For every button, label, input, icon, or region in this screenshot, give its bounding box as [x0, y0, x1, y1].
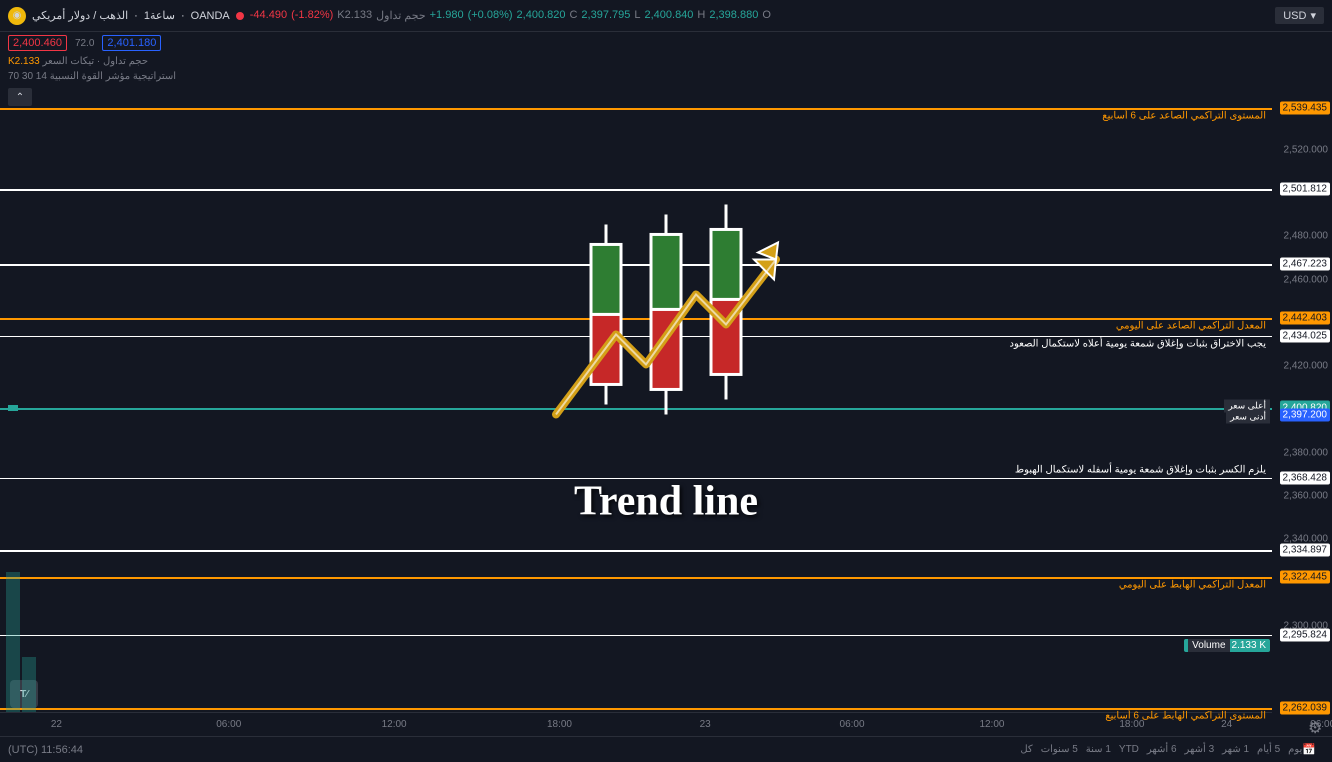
y-axis-label: 2,368.428 — [1280, 471, 1331, 484]
x-axis-label: 23 — [700, 719, 711, 730]
vol-label: حجم تداول — [376, 9, 425, 22]
y-axis-label: 2,397.200 — [1280, 409, 1331, 422]
change-pct: (+0.08%) — [468, 9, 513, 22]
ohlc-display: -44.490 (-1.82%) K2.133 حجم تداول +1.980… — [250, 9, 771, 22]
chevron-down-icon: ▾ — [1310, 9, 1316, 22]
close-val: 2,400.820 — [517, 9, 566, 22]
bottom-bar: (UTC) 11:56:44 يوم 5 أيام 1 شهر 3 أشهر 6 أشه… — [0, 736, 1332, 762]
indicator-rsi[interactable]: 70 30 14 استراتيجية مؤشر القوة النسبية — [0, 69, 1332, 84]
calendar-icon[interactable]: 📅 — [1302, 743, 1316, 756]
y-axis-label: 2,460.000 — [1284, 274, 1329, 285]
provider: OANDA — [191, 10, 230, 22]
line-label: المستوى التراكمي الهابط على 6 أسابيع — [1101, 710, 1270, 721]
y-axis-label: 2,480.000 — [1284, 231, 1329, 242]
timeframe-button[interactable]: 5 سنوات — [1041, 744, 1078, 755]
timeframe-button[interactable]: 5 أيام — [1257, 744, 1280, 755]
dot-sep2: · — [181, 10, 185, 22]
y-axis-label: 2,360.000 — [1284, 490, 1329, 501]
line-label: المستوى التراكمي الصاعد على 6 أسابيع — [1098, 111, 1270, 122]
horizontal-line[interactable] — [0, 577, 1272, 579]
line-label: يلزم الكسر بثبات وإغلاق شمعة يومية أسفله… — [1011, 464, 1270, 475]
vol-val: K2.133 — [337, 9, 372, 22]
timeframe-button[interactable]: YTD — [1119, 744, 1139, 755]
ask-price[interactable]: 2,401.180 — [102, 35, 161, 51]
symbol-icon[interactable]: ◉ — [8, 7, 26, 25]
symbol-name[interactable]: الذهب / دولار أمريكي — [32, 9, 128, 22]
horizontal-line[interactable] — [0, 635, 1272, 637]
x-axis-label: 18:00 — [547, 719, 572, 730]
x-axis[interactable]: 2206:0012:0018:002306:0012:0018:002406:0… — [0, 712, 1272, 736]
line-label: المعدل التراكمي الهابط على اليومي — [1115, 580, 1270, 591]
watermark-logo: Trend line — [536, 204, 796, 525]
mid-value: 72.0 — [75, 38, 94, 49]
timeframe-button[interactable]: 1 شهر — [1222, 744, 1249, 755]
logo-text: Trend line — [536, 477, 796, 525]
top-bar: ◉ الذهب / دولار أمريكي · 1ساعة · OANDA -… — [0, 0, 1332, 32]
open-val: 2,398.880 — [709, 9, 758, 22]
timeframe-buttons: يوم 5 أيام 1 شهر 3 أشهر 6 أشهر YTD 1 سنة 5 سنوا… — [1020, 744, 1302, 755]
bid-price[interactable]: 2,400.460 — [8, 35, 67, 51]
day-change-pct: (-1.82%) — [291, 9, 333, 22]
y-axis-label: 2,262.039 — [1280, 701, 1331, 714]
volume-label: Volume2.133 K — [1184, 639, 1270, 652]
horizontal-line[interactable] — [0, 550, 1272, 552]
line-label: يجب الاختراق بثبات وإغلاق شمعة يومية أعل… — [1006, 338, 1271, 349]
x-axis-label: 06:00 — [216, 719, 241, 730]
x-axis-label: 22 — [51, 719, 62, 730]
timeframe-button[interactable]: كل — [1020, 744, 1032, 755]
line-label: المعدل التراكمي الصاعد على اليومي — [1112, 320, 1270, 331]
timeframe-button[interactable]: يوم — [1288, 744, 1302, 755]
settings-icon[interactable]: ⚙ — [1308, 718, 1324, 734]
y-axis-label: 2,322.445 — [1280, 571, 1331, 584]
y-axis-label: 2,380.000 — [1284, 447, 1329, 458]
x-axis-label: 12:00 — [382, 719, 407, 730]
day-change: -44.490 — [250, 9, 287, 22]
horizontal-line[interactable] — [0, 708, 1272, 710]
y-axis-label: 2,420.000 — [1284, 361, 1329, 372]
price-tag: أدنى سعر — [1226, 411, 1270, 424]
price-bar: 2,400.460 72.0 2,401.180 — [0, 32, 1332, 54]
timeframe-button[interactable]: 6 أشهر — [1147, 744, 1177, 755]
indicator-volume[interactable]: K2.133 حجم تداول · تيكات السعر — [0, 54, 1332, 69]
high-val: 2,400.840 — [644, 9, 693, 22]
y-axis-label: 2,539.435 — [1280, 102, 1331, 115]
horizontal-line[interactable] — [0, 108, 1272, 110]
time-display: (UTC) 11:56:44 — [8, 744, 83, 756]
x-axis-label: 06:00 — [840, 719, 865, 730]
y-axis-label: 2,334.897 — [1280, 544, 1331, 557]
timeframe-button[interactable]: 3 أشهر — [1185, 744, 1215, 755]
x-axis-label: 12:00 — [979, 719, 1004, 730]
currency-selector[interactable]: USD ▾ — [1275, 7, 1324, 24]
change: +1.980 — [430, 9, 464, 22]
volume-bar — [22, 657, 36, 712]
y-axis-label: 2,434.025 — [1280, 329, 1331, 342]
y-axis-label: 2,501.812 — [1280, 183, 1331, 196]
horizontal-line[interactable] — [0, 189, 1272, 191]
y-axis[interactable]: 2,539.435 2,520.000 2,501.812 2,480.000 2,46… — [1272, 96, 1332, 712]
y-axis-label: 2,520.000 — [1284, 145, 1329, 156]
dot-sep: · — [134, 10, 138, 22]
y-axis-label: 2,442.403 — [1280, 311, 1331, 324]
price-candle — [8, 405, 18, 411]
timeframe[interactable]: 1ساعة — [144, 9, 175, 22]
y-axis-label: 2,467.223 — [1280, 258, 1331, 271]
volume-bar — [6, 572, 20, 712]
timeframe-button[interactable]: 1 سنة — [1086, 744, 1111, 755]
market-status-icon — [236, 12, 244, 20]
low-val: 2,397.795 — [581, 9, 630, 22]
y-axis-label: 2,295.824 — [1280, 628, 1331, 641]
